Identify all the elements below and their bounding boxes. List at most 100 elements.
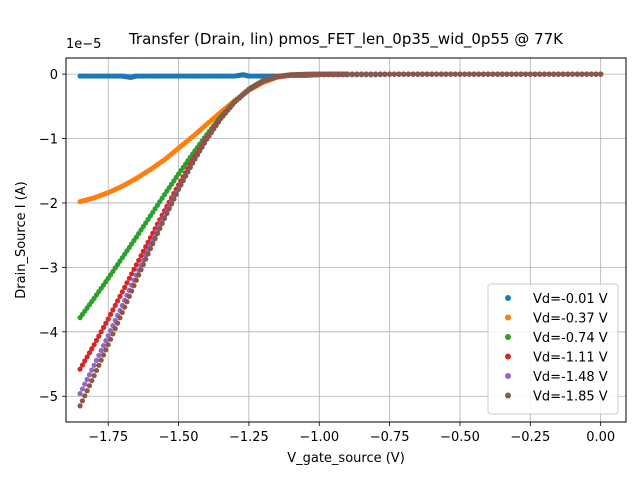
data-point [131,283,137,289]
data-point [574,71,580,77]
data-point [532,71,538,77]
data-point [107,336,114,342]
data-point [447,71,454,77]
data-point [93,367,100,374]
data-point [122,304,128,310]
data-point [91,342,97,348]
y-tick-label: 0 [50,68,58,83]
data-point [136,257,142,263]
data-point [508,71,515,77]
data-point [100,324,107,331]
data-point [114,320,121,326]
data-point [147,246,154,252]
data-point [89,378,95,384]
data-point [419,71,426,77]
data-point [154,230,161,237]
data-point [131,266,137,272]
legend-marker [505,314,511,321]
data-point [588,71,594,77]
data-point [86,372,93,378]
data-point [89,346,95,352]
data-point [98,357,104,363]
data-point [349,71,355,77]
data-point [110,331,116,337]
data-point [168,201,175,207]
data-point [504,71,510,77]
data-point [466,71,472,77]
legend-box [487,283,619,415]
data-point [358,71,365,77]
data-point [79,386,86,392]
legend-label: Vd=-0.74 V [533,331,608,346]
data-point [494,71,501,77]
data-point [77,366,83,372]
data-point [382,71,388,77]
data-point [152,236,158,242]
data-point [199,144,205,150]
data-point [518,71,524,77]
data-point [476,71,482,77]
legend-marker [505,373,511,379]
data-point [377,71,383,77]
data-point [110,307,116,313]
data-point [185,169,191,175]
y-tick-label: −4 [39,326,58,341]
data-point [84,388,90,394]
data-point [119,309,125,316]
data-point [354,71,360,77]
data-point [443,71,449,77]
data-point [96,362,102,368]
data-point [140,261,146,268]
data-point [122,284,128,290]
x-tick-label: −0.75 [370,430,410,445]
data-point [126,293,132,299]
data-point [565,71,571,77]
data-point [140,248,146,254]
data-point [133,277,139,283]
data-point [180,178,186,184]
data-point [117,315,123,321]
data-point [119,289,125,295]
data-point [161,215,168,222]
data-point [82,393,88,399]
x-tick-label: 0.00 [586,430,615,445]
legend-marker [505,295,511,301]
data-point [133,262,139,268]
data-point [124,280,130,286]
data-point [79,398,86,404]
data-point [105,342,111,348]
data-point [112,302,118,308]
data-point [560,71,566,77]
data-point [598,71,604,77]
data-point [150,241,156,247]
legend-marker [505,353,511,360]
data-point [91,362,97,368]
data-point [490,71,496,77]
data-point [124,299,130,305]
legend-marker [505,334,511,340]
data-point [584,71,590,77]
data-point [424,71,430,77]
x-tick-label: −0.50 [440,430,480,445]
data-point [438,71,444,77]
data-point [541,71,547,77]
data-point [171,196,177,202]
legend: Vd=-0.01 V Vd=-0.37 V Vd=-0.74 V Vd=-1.11 V… [487,283,619,415]
data-point [593,71,599,77]
data-point [401,71,407,77]
plot-frame [65,57,627,423]
data-point [182,173,189,179]
data-point [551,71,557,77]
data-point [429,71,435,77]
axis-ticks: −1.75 −1.50 −1.25 −1.00 −0.75 −0.50 −0.25 0.00 0… [39,68,615,445]
legend-marker [505,392,511,399]
data-point [175,186,182,193]
data-point [499,71,505,77]
data-point [98,347,104,354]
data-point [579,71,585,77]
data-point [194,152,200,158]
data-point [86,383,93,389]
data-point [114,298,121,304]
data-point [569,71,576,77]
data-point [368,71,374,77]
